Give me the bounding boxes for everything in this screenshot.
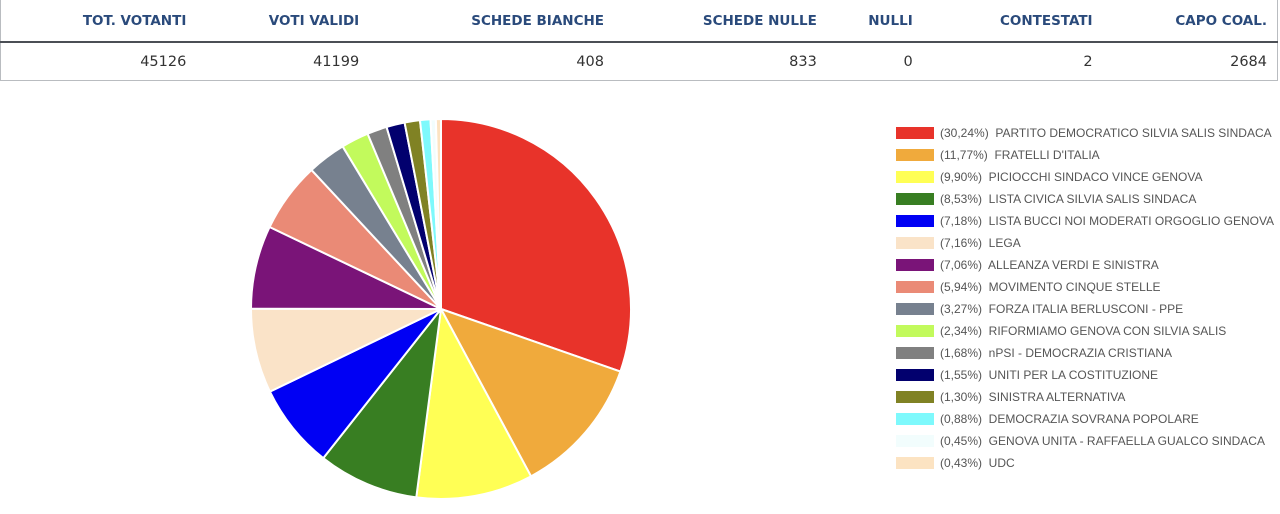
legend-label: (1,55%) UNITI PER LA COSTITUZIONE <box>940 368 1159 382</box>
legend-swatch <box>896 127 934 139</box>
legend-item[interactable]: (30,24%) PARTITO DEMOCRATICO SILVIA SALI… <box>896 122 1274 144</box>
value-capo-coal: 2684 <box>1102 42 1278 81</box>
legend-item[interactable]: (0,43%) UDC <box>896 452 1274 474</box>
legend-item[interactable]: (3,27%) FORZA ITALIA BERLUSCONI - PPE <box>896 298 1274 320</box>
value-tot-votanti: 45126 <box>0 42 197 81</box>
legend-swatch <box>896 347 934 359</box>
header-schede-bianche: SCHEDE BIANCHE <box>369 0 614 43</box>
legend-label: (7,16%) LEGA <box>940 236 1021 250</box>
value-nulli: 0 <box>826 42 923 81</box>
legend-label: (7,06%) ALLEANZA VERDI E SINISTRA <box>940 258 1159 272</box>
legend-swatch <box>896 413 934 425</box>
legend-item[interactable]: (7,06%) ALLEANZA VERDI E SINISTRA <box>896 254 1274 276</box>
legend-item[interactable]: (9,90%) PICIOCCHI SINDACO VINCE GENOVA <box>896 166 1274 188</box>
legend-item[interactable]: (0,88%) DEMOCRAZIA SOVRANA POPOLARE <box>896 408 1274 430</box>
pie-slice-3[interactable] <box>322 308 442 499</box>
legend-item[interactable]: (2,34%) RIFORMIAMO GENOVA CON SILVIA SAL… <box>896 320 1274 342</box>
stats-values-row: 45126 41199 408 833 0 2 2684 <box>0 42 1278 81</box>
legend-swatch <box>896 237 934 249</box>
legend-label: (0,43%) UDC <box>940 456 1015 470</box>
header-capo-coal: CAPO COAL. <box>1102 0 1278 43</box>
legend-item[interactable]: (7,16%) LEGA <box>896 232 1274 254</box>
legend-swatch <box>896 149 934 161</box>
value-contestati: 2 <box>922 42 1103 81</box>
election-stats-table: TOT. VOTANTI VOTI VALIDI SCHEDE BIANCHE … <box>0 0 1278 81</box>
legend-swatch <box>896 171 934 183</box>
pie-slice-0[interactable] <box>440 118 632 373</box>
legend-label: (30,24%) PARTITO DEMOCRATICO SILVIA SALI… <box>940 126 1272 140</box>
legend-swatch <box>896 215 934 227</box>
chart-legend: (30,24%) PARTITO DEMOCRATICO SILVIA SALI… <box>896 122 1274 474</box>
legend-item[interactable]: (0,45%) GENOVA UNITA - RAFFAELLA GUALCO … <box>896 430 1274 452</box>
pie-chart <box>249 118 632 500</box>
legend-swatch <box>896 259 934 271</box>
legend-swatch <box>896 391 934 403</box>
header-nulli: NULLI <box>826 0 923 43</box>
pie-slice-15[interactable] <box>434 118 442 310</box>
legend-label: (7,18%) LISTA BUCCI NOI MODERATI ORGOGLI… <box>940 214 1275 228</box>
legend-item[interactable]: (11,77%) FRATELLI D'ITALIA <box>896 144 1274 166</box>
legend-swatch <box>896 369 934 381</box>
legend-label: (2,34%) RIFORMIAMO GENOVA CON SILVIA SAL… <box>940 324 1227 338</box>
legend-item[interactable]: (1,68%) nPSI - DEMOCRAZIA CRISTIANA <box>896 342 1274 364</box>
legend-item[interactable]: (7,18%) LISTA BUCCI NOI MODERATI ORGOGLI… <box>896 210 1274 232</box>
value-schede-nulle: 833 <box>614 42 827 81</box>
legend-label: (3,27%) FORZA ITALIA BERLUSCONI - PPE <box>940 302 1184 316</box>
pie-slice-1[interactable] <box>440 308 622 478</box>
legend-label: (5,94%) MOVIMENTO CINQUE STELLE <box>940 280 1161 294</box>
pie-slice-2[interactable] <box>415 308 533 500</box>
legend-swatch <box>896 325 934 337</box>
legend-swatch <box>896 281 934 293</box>
legend-label: (9,90%) PICIOCCHI SINDACO VINCE GENOVA <box>940 170 1203 184</box>
legend-label: (1,68%) nPSI - DEMOCRAZIA CRISTIANA <box>940 346 1173 360</box>
legend-label: (1,30%) SINISTRA ALTERNATIVA <box>940 390 1126 404</box>
legend-label: (11,77%) FRATELLI D'ITALIA <box>940 148 1100 162</box>
legend-label: (0,45%) GENOVA UNITA - RAFFAELLA GUALCO … <box>940 434 1265 448</box>
header-tot-votanti: TOT. VOTANTI <box>0 0 197 43</box>
header-voti-validi: VOTI VALIDI <box>196 0 370 43</box>
legend-label: (0,88%) DEMOCRAZIA SOVRANA POPOLARE <box>940 412 1199 426</box>
header-contestati: CONTESTATI <box>922 0 1103 43</box>
legend-item[interactable]: (5,94%) MOVIMENTO CINQUE STELLE <box>896 276 1274 298</box>
legend-item[interactable]: (1,55%) UNITI PER LA COSTITUZIONE <box>896 364 1274 386</box>
legend-swatch <box>896 457 934 469</box>
legend-swatch <box>896 435 934 447</box>
legend-item[interactable]: (1,30%) SINISTRA ALTERNATIVA <box>896 386 1274 408</box>
legend-label: (8,53%) LISTA CIVICA SILVIA SALIS SINDAC… <box>940 192 1197 206</box>
legend-swatch <box>896 303 934 315</box>
value-schede-bianche: 408 <box>369 42 614 81</box>
header-schede-nulle: SCHEDE NULLE <box>614 0 827 43</box>
value-voti-validi: 41199 <box>196 42 370 81</box>
stats-header-row: TOT. VOTANTI VOTI VALIDI SCHEDE BIANCHE … <box>0 0 1278 43</box>
legend-swatch <box>896 193 934 205</box>
legend-item[interactable]: (8,53%) LISTA CIVICA SILVIA SALIS SINDAC… <box>896 188 1274 210</box>
